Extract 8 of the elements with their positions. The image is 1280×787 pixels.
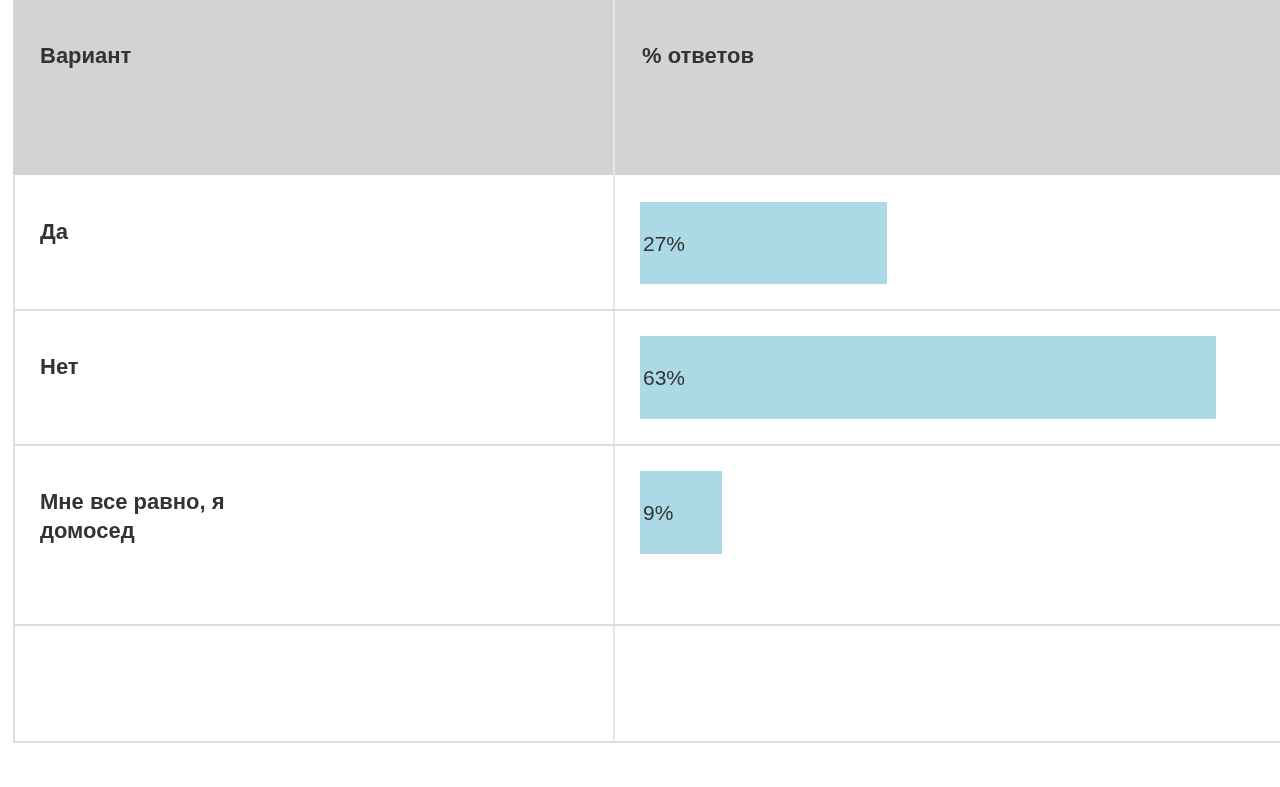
text: Вариант	[40, 43, 132, 68]
y-tick-label: Нет	[40, 354, 79, 379]
data-label: 63%	[643, 366, 686, 389]
data-label: 9%	[643, 501, 674, 524]
data-label: 27%	[643, 231, 686, 255]
y-tick-label: Да	[40, 219, 69, 244]
text: % ответов	[642, 43, 754, 68]
y-tick-label: Мне все равно, я домосед	[40, 489, 225, 543]
